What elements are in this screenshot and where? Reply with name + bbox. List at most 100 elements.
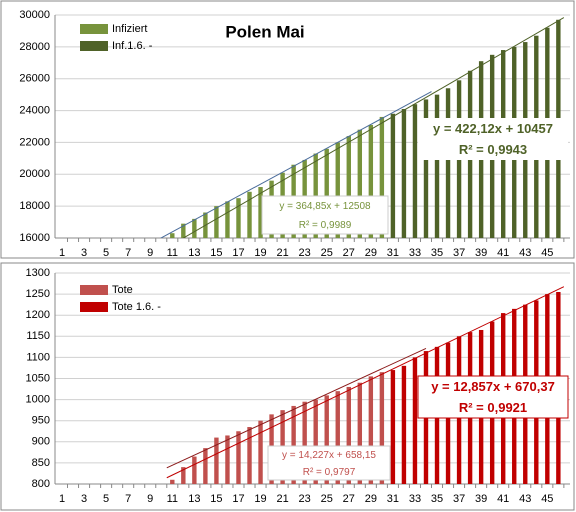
- x-tick-label: 11: [167, 493, 178, 505]
- y-tick-label: 26000: [19, 73, 50, 85]
- trend-line: [182, 17, 565, 238]
- x-tick-label: 25: [321, 247, 333, 259]
- annotation-box: [417, 375, 569, 419]
- y-tick-label: 1200: [26, 309, 50, 321]
- y-tick-label: 28000: [19, 41, 50, 53]
- y-tick-label: 24000: [19, 104, 50, 116]
- bar: [390, 370, 396, 484]
- x-tick-label: 23: [299, 247, 311, 259]
- bar: [313, 399, 318, 484]
- legend-label: Tote: [112, 284, 133, 296]
- x-tick-label: 45: [541, 247, 553, 259]
- x-tick-label: 5: [103, 493, 109, 505]
- x-tick-label: 1: [59, 247, 65, 259]
- bar: [170, 233, 175, 238]
- x-tick-label: 21: [276, 493, 288, 505]
- y-tick-label: 20000: [19, 168, 50, 180]
- x-tick-label: 35: [431, 493, 443, 505]
- x-tick-label: 43: [519, 493, 531, 505]
- annotation-box: [261, 195, 389, 235]
- x-tick-label: 19: [254, 247, 266, 259]
- bar: [236, 198, 241, 238]
- x-tick-label: 25: [321, 493, 333, 505]
- x-tick-label: 17: [232, 247, 244, 259]
- trend-line: [159, 91, 432, 238]
- bar: [291, 405, 296, 484]
- bar: [346, 386, 351, 484]
- trend-line: [166, 347, 427, 469]
- bar: [258, 187, 263, 238]
- bar: [423, 99, 429, 239]
- y-tick-label: 22000: [19, 136, 50, 148]
- x-tick-label: 21: [276, 247, 288, 259]
- bar: [401, 365, 407, 484]
- y-tick-label: 1150: [26, 330, 50, 342]
- x-tick-label: 13: [188, 247, 200, 259]
- y-tick-label: 850: [32, 457, 50, 469]
- x-tick-label: 7: [125, 493, 131, 505]
- x-tick-label: 33: [409, 493, 421, 505]
- legend-swatch: [80, 41, 108, 51]
- x-tick-label: 27: [343, 493, 355, 505]
- y-tick-label: 1300: [26, 267, 50, 279]
- x-tick-label: 45: [541, 493, 553, 505]
- x-tick-label: 3: [81, 247, 87, 259]
- x-tick-label: 39: [475, 493, 487, 505]
- y-tick-label: 900: [32, 436, 50, 448]
- bar: [203, 448, 208, 484]
- bar: [247, 191, 252, 238]
- x-tick-label: 1: [59, 493, 65, 505]
- annotation-text: y = 422,12x + 10457: [433, 121, 553, 136]
- legend-swatch: [80, 285, 108, 295]
- x-tick-label: 9: [147, 493, 153, 505]
- x-tick-label: 29: [365, 493, 377, 505]
- bar: [302, 401, 307, 484]
- chart-title: Polen Mai: [225, 22, 304, 41]
- bar: [434, 94, 440, 239]
- x-tick-label: 23: [299, 493, 311, 505]
- y-tick-label: 1100: [26, 351, 50, 363]
- bar: [379, 372, 385, 484]
- x-tick-label: 35: [431, 247, 443, 259]
- bar: [192, 218, 197, 238]
- annotation-box: [418, 118, 568, 160]
- y-tick-label: 18000: [19, 200, 50, 212]
- x-tick-label: 41: [497, 247, 509, 259]
- x-tick-label: 17: [232, 493, 244, 505]
- legend-label: Inf.1.6. -: [112, 40, 153, 52]
- bar: [247, 427, 252, 484]
- annotation-text: R² = 0,9943: [459, 142, 527, 157]
- bar: [412, 357, 418, 484]
- bar: [258, 420, 263, 484]
- bar: [357, 129, 363, 238]
- bar: [357, 382, 363, 484]
- bar: [445, 88, 451, 239]
- bar: [170, 479, 175, 484]
- annotation-text: y = 12,857x + 670,37: [431, 379, 555, 394]
- bar: [324, 148, 329, 238]
- x-tick-label: 43: [519, 247, 531, 259]
- x-tick-label: 31: [387, 493, 399, 505]
- y-tick-label: 1050: [26, 372, 50, 384]
- legend-label: Infiziert: [112, 23, 147, 35]
- x-tick-label: 7: [125, 247, 131, 259]
- y-tick-label: 950: [32, 415, 50, 427]
- annotation-text: R² = 0,9797: [303, 467, 356, 478]
- bar: [324, 395, 329, 484]
- annotation-text: y = 364,85x + 12508: [279, 201, 371, 212]
- legend-swatch: [80, 24, 108, 34]
- y-tick-label: 800: [32, 478, 50, 490]
- annotation-text: y = 14,227x + 658,15: [282, 450, 376, 461]
- bar: [181, 467, 186, 484]
- bar: [192, 456, 197, 484]
- bar: [368, 376, 374, 484]
- x-tick-label: 3: [81, 493, 87, 505]
- bar: [225, 435, 230, 484]
- bar: [412, 104, 418, 238]
- bar: [346, 136, 351, 238]
- x-tick-label: 13: [188, 493, 200, 505]
- bar: [225, 201, 230, 238]
- annotation-box: [267, 445, 391, 481]
- y-tick-label: 1250: [26, 288, 50, 300]
